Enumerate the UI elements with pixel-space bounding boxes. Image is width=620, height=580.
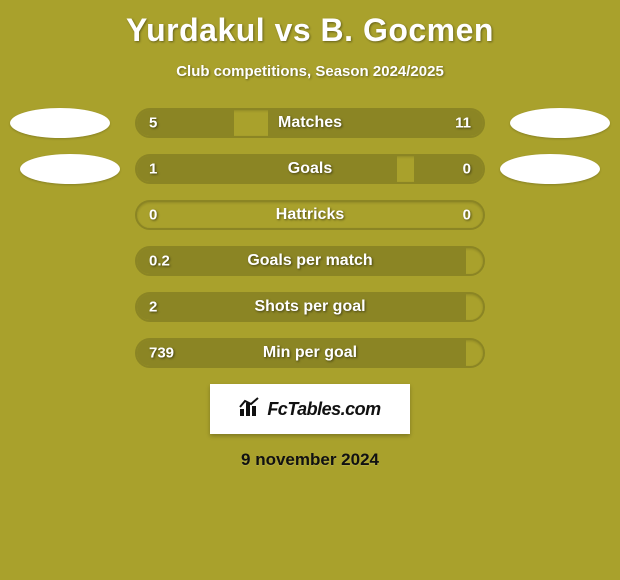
player-right-badge <box>500 154 600 184</box>
fctables-logo: FcTables.com <box>210 384 410 434</box>
stat-row: 5 11 Matches <box>0 108 620 138</box>
stat-bar: 1 0 Goals <box>135 154 485 184</box>
stat-label: Goals <box>288 160 332 178</box>
stat-bar: 0.2 Goals per match <box>135 246 485 276</box>
stat-value-left: 2 <box>149 299 157 316</box>
bar-right-fill <box>414 156 483 182</box>
bar-left-fill <box>137 156 397 182</box>
stat-value-left: 0.2 <box>149 253 170 270</box>
stat-bar: 739 Min per goal <box>135 338 485 368</box>
player-right-badge <box>510 108 610 138</box>
stat-value-left: 5 <box>149 115 157 132</box>
stat-row: 2 Shots per goal <box>0 292 620 322</box>
logo-text: FcTables.com <box>267 399 380 420</box>
stats-rows: 5 11 Matches 1 0 Goals 0 0 Hattricks 0.2 Goals per… <box>0 108 620 368</box>
stat-value-left: 0 <box>149 207 157 224</box>
player-left-badge <box>10 108 110 138</box>
stat-row: 0 0 Hattricks <box>0 200 620 230</box>
stat-value-left: 1 <box>149 161 157 178</box>
stat-value-left: 739 <box>149 345 174 362</box>
stat-bar: 2 Shots per goal <box>135 292 485 322</box>
stat-bar: 5 11 Matches <box>135 108 485 138</box>
comparison-title: Yurdakul vs B. Gocmen <box>0 0 620 49</box>
stat-label: Min per goal <box>263 344 357 362</box>
stat-bar: 0 0 Hattricks <box>135 200 485 230</box>
generated-date: 9 november 2024 <box>0 450 620 470</box>
stat-value-right: 0 <box>463 207 471 224</box>
stat-value-right: 0 <box>463 161 471 178</box>
stat-row: 0.2 Goals per match <box>0 246 620 276</box>
chart-icon <box>239 397 261 422</box>
player-left-badge <box>20 154 120 184</box>
stat-label: Hattricks <box>276 206 344 224</box>
stat-label: Goals per match <box>247 252 372 270</box>
stat-row: 739 Min per goal <box>0 338 620 368</box>
stat-row: 1 0 Goals <box>0 154 620 184</box>
stat-label: Shots per goal <box>254 298 365 316</box>
stat-label: Matches <box>278 114 342 132</box>
stat-value-right: 11 <box>455 115 471 132</box>
comparison-subtitle: Club competitions, Season 2024/2025 <box>0 63 620 80</box>
